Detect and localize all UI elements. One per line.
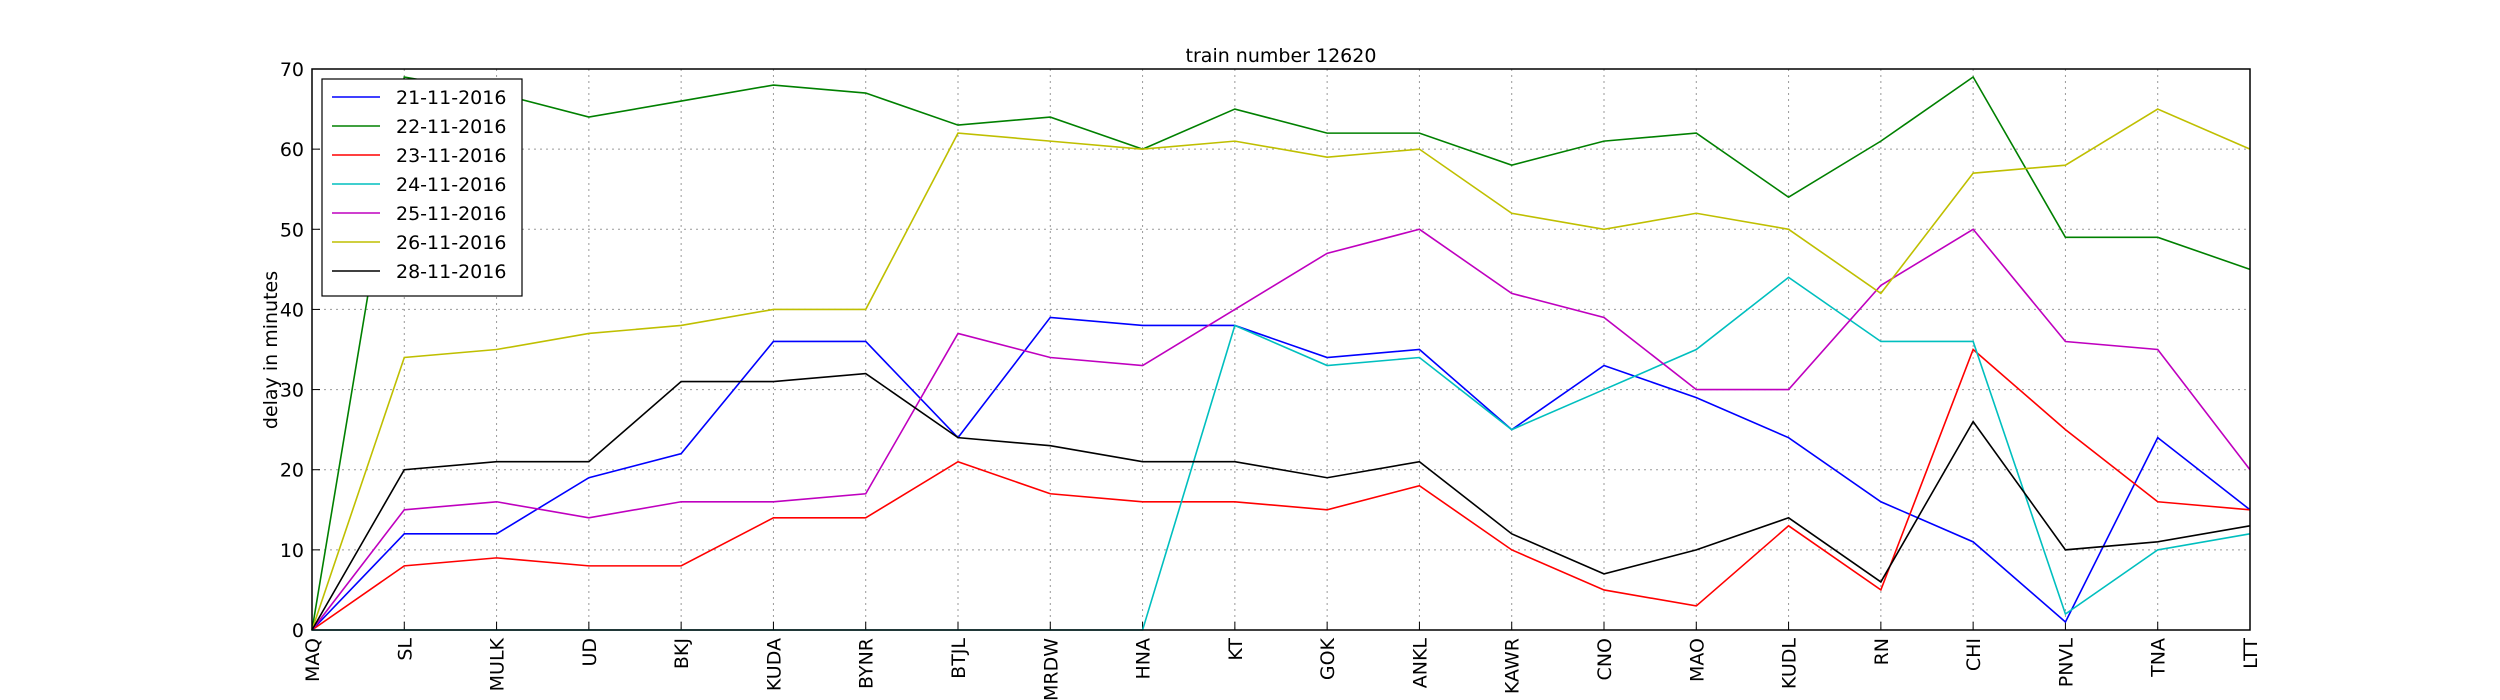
y-tick-label: 60: [280, 139, 304, 161]
x-tick-label: MAO: [1686, 638, 1708, 682]
x-tick-label: HNA: [1133, 638, 1155, 680]
y-tick-label: 0: [292, 620, 304, 642]
x-tick-label: GOK: [1317, 637, 1339, 680]
x-tick-label: KAWR: [1502, 638, 1524, 694]
line-series: [311, 108, 2251, 631]
line-series: [312, 276, 2251, 631]
x-tick-label: TNA: [2148, 638, 2170, 678]
x-tick-label: MAQ: [302, 638, 324, 682]
line-series: [311, 316, 2251, 631]
y-tick-label: 50: [280, 219, 304, 241]
y-axis-label: delay in minutes: [260, 271, 282, 429]
y-tick-label: 10: [280, 540, 304, 562]
x-tick-label: LTT: [2240, 638, 2262, 669]
y-tick-label: 40: [280, 299, 304, 321]
x-tick-label: UD: [579, 638, 601, 667]
y-tick-label: 70: [280, 59, 304, 81]
x-tick-label: KT: [1225, 638, 1247, 661]
legend-label: 25-11-2016: [396, 203, 506, 225]
line-series: [311, 75, 2251, 631]
plot-frame: [311, 68, 2251, 631]
y-tick-label: 30: [280, 380, 304, 402]
legend-box: [321, 78, 523, 297]
x-tick-label: BYNR: [856, 638, 878, 689]
legend-label: 28-11-2016: [396, 261, 506, 283]
x-tick-label: ANKL: [1409, 638, 1431, 689]
legend-label: 24-11-2016: [396, 174, 506, 196]
x-tick-label: BTJL: [948, 638, 970, 679]
x-tick-label: MRDW: [1040, 638, 1062, 700]
x-tick-label: BKJ: [671, 638, 693, 669]
y-tick-label: 20: [280, 460, 304, 482]
legend-label: 26-11-2016: [396, 232, 506, 254]
x-tick-label: RN: [1871, 638, 1893, 665]
line-series: [311, 228, 2251, 631]
legend-label: 23-11-2016: [396, 145, 506, 167]
legend-label: 21-11-2016: [396, 87, 506, 109]
legend-label: 22-11-2016: [396, 116, 506, 138]
x-tick-label: PNVL: [2055, 638, 2077, 688]
x-tick-label: SL: [394, 638, 416, 661]
x-tick-label: MULK: [487, 637, 509, 691]
chart-title: train number 12620: [1186, 45, 1377, 67]
line-series: [311, 348, 2251, 631]
line-series: [311, 372, 2251, 631]
x-tick-label: CHI: [1963, 638, 1985, 671]
x-tick-label: CNO: [1594, 638, 1616, 680]
x-tick-label: KUDL: [1779, 638, 1801, 689]
x-tick-label: KUDA: [763, 638, 785, 691]
